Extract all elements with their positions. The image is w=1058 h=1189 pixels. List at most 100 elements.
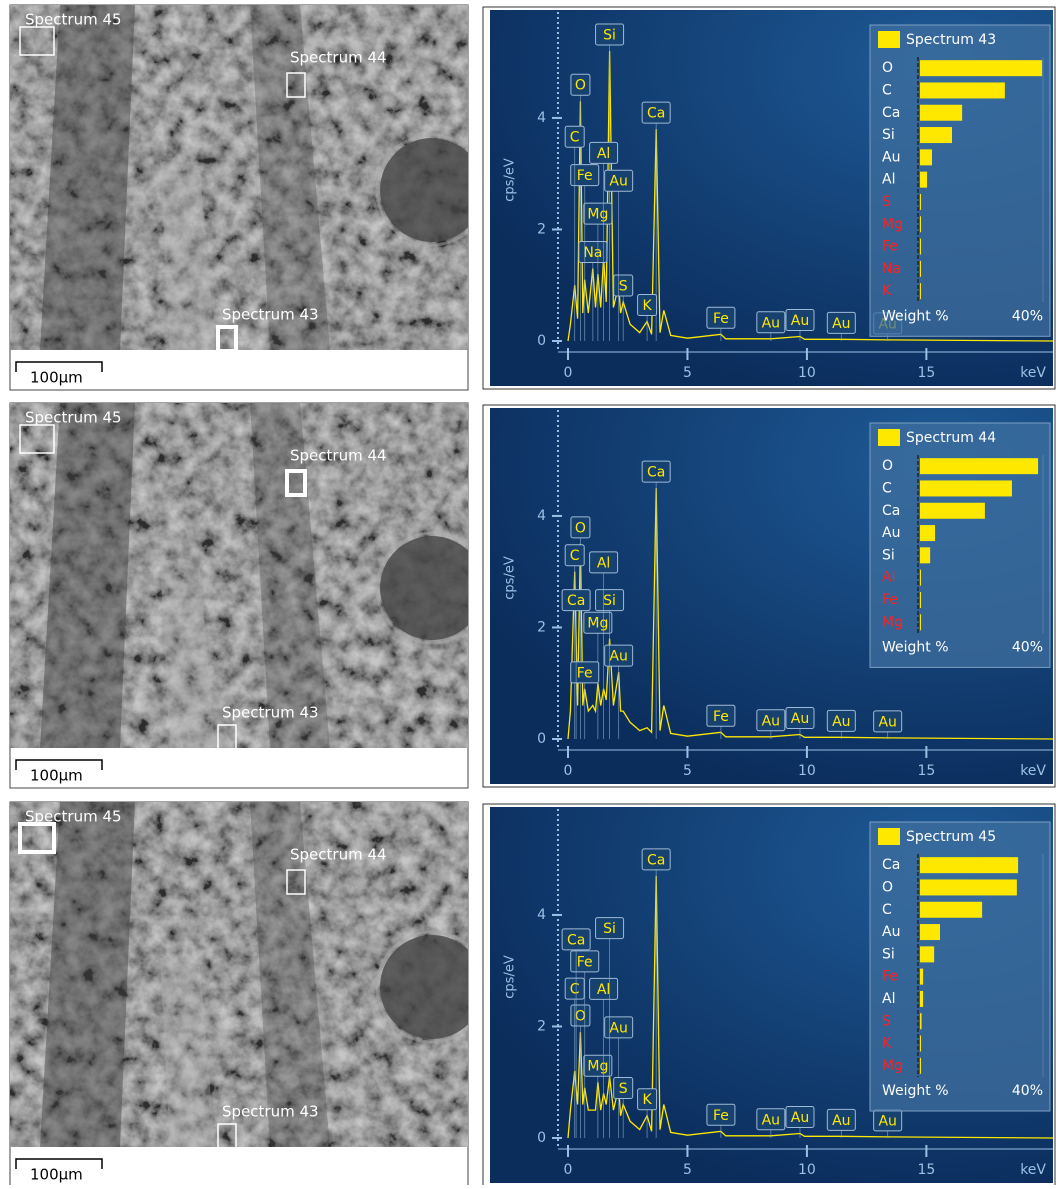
category-label: Mg [882, 216, 903, 232]
peak-label: Na [583, 245, 602, 261]
x-tick-label: 15 [917, 1162, 935, 1178]
peak-label: Mg [587, 616, 608, 632]
category-label: K [882, 1036, 892, 1052]
category-label: Al [882, 570, 895, 586]
bar [920, 924, 940, 940]
peak-label: Mg [587, 207, 608, 223]
peak-label: S [619, 278, 628, 294]
bar [920, 458, 1038, 474]
x-tick-label: 15 [917, 763, 935, 779]
inset-x-label: Weight % [882, 308, 949, 324]
peak-label: Au [762, 1112, 780, 1128]
category-label: Fe [882, 592, 898, 608]
x-tick-label: 5 [683, 365, 692, 381]
x-tick-label: 10 [798, 365, 816, 381]
bar [920, 547, 930, 563]
peak-label: Ca [647, 465, 665, 481]
peak-label: Au [832, 714, 850, 730]
spectrum-label: Spectrum 44 [290, 846, 387, 864]
peak-label: Au [791, 711, 809, 727]
peak-label: Au [878, 714, 896, 730]
peak-label: Fe [577, 954, 593, 970]
peak-label: Fe [577, 168, 593, 184]
x-tick-label: 10 [798, 1162, 816, 1178]
category-label: Au [882, 924, 900, 940]
y-axis-label: cps/eV [503, 955, 518, 999]
y-tick-label: 0 [537, 333, 546, 349]
peak-label: K [642, 1092, 652, 1108]
peak-label: O [575, 78, 586, 94]
x-tick-label: 0 [564, 763, 573, 779]
peak-label: Au [609, 649, 627, 665]
category-label: Ca [882, 857, 900, 873]
peak-label: Au [762, 315, 780, 331]
legend-label: Spectrum 45 [906, 829, 996, 845]
spectrum-label: Spectrum 45 [25, 808, 122, 826]
spectrum-label: Spectrum 43 [222, 1103, 319, 1121]
bar [920, 857, 1018, 873]
peak-label: Al [597, 555, 610, 571]
y-tick-label: 0 [537, 731, 546, 747]
y-tick-label: 4 [537, 110, 546, 126]
legend-label: Spectrum 44 [906, 430, 996, 446]
peak-label: Mg [587, 1059, 608, 1075]
peak-label: K [642, 298, 652, 314]
bar [920, 879, 1017, 895]
inset-x-tick-label: 40% [1012, 1083, 1043, 1099]
spectrum-label: Spectrum 43 [222, 306, 319, 324]
scale-bar-label: 100µm [30, 1166, 83, 1184]
peak-label: Fe [713, 1108, 729, 1124]
peak-label: Al [597, 982, 610, 998]
bar [920, 614, 921, 630]
bar [920, 946, 934, 962]
micrograph-image [10, 802, 487, 1147]
bar [920, 172, 927, 188]
spectrum-label: Spectrum 45 [25, 409, 122, 427]
scale-bar-label: 100µm [30, 767, 83, 785]
peak-label: Ca [567, 932, 585, 948]
category-label: Mg [882, 614, 903, 630]
y-tick-label: 0 [537, 1130, 546, 1146]
category-label: Au [882, 525, 900, 541]
spectrum-label: Spectrum 44 [290, 447, 387, 465]
category-label: Au [882, 149, 900, 165]
y-tick-label: 2 [537, 1018, 546, 1034]
inset-x-label: Weight % [882, 1083, 949, 1099]
peak-label: S [619, 1081, 628, 1097]
bar [920, 127, 952, 143]
x-tick-label: 0 [564, 1162, 573, 1178]
peak-label: Ca [567, 593, 585, 609]
peak-label: Fe [713, 709, 729, 725]
legend-swatch [878, 31, 900, 48]
y-axis-label: cps/eV [503, 556, 518, 600]
category-label: C [882, 480, 892, 496]
bar [920, 991, 923, 1007]
legend-swatch [878, 828, 900, 845]
bar [920, 239, 921, 255]
category-label: Si [882, 946, 895, 962]
peak-label: Si [603, 593, 616, 609]
category-label: Al [882, 991, 895, 1007]
peak-label: Au [832, 1113, 850, 1129]
category-label: C [882, 902, 892, 918]
peak-label: C [570, 982, 580, 998]
bar [920, 503, 985, 519]
peak-label: Au [791, 313, 809, 329]
y-tick-label: 4 [537, 907, 546, 923]
category-label: Si [882, 127, 895, 143]
bar [920, 902, 982, 918]
category-label: Fe [882, 239, 898, 255]
peak-label: Au [609, 174, 627, 190]
bar [920, 570, 921, 586]
x-tick-label: 15 [917, 365, 935, 381]
peak-label: Ca [647, 106, 665, 122]
legend-label: Spectrum 43 [906, 32, 996, 48]
peak-label: Ca [647, 852, 665, 868]
y-tick-label: 2 [537, 221, 546, 237]
category-label: O [882, 879, 893, 895]
bar [920, 194, 921, 210]
micrograph-image [10, 5, 487, 350]
peak-label: Au [762, 713, 780, 729]
inset-x-tick-label: 40% [1012, 308, 1043, 324]
page: {"micrographs": [ {"labels": ["Spectrum … [0, 0, 1058, 1185]
